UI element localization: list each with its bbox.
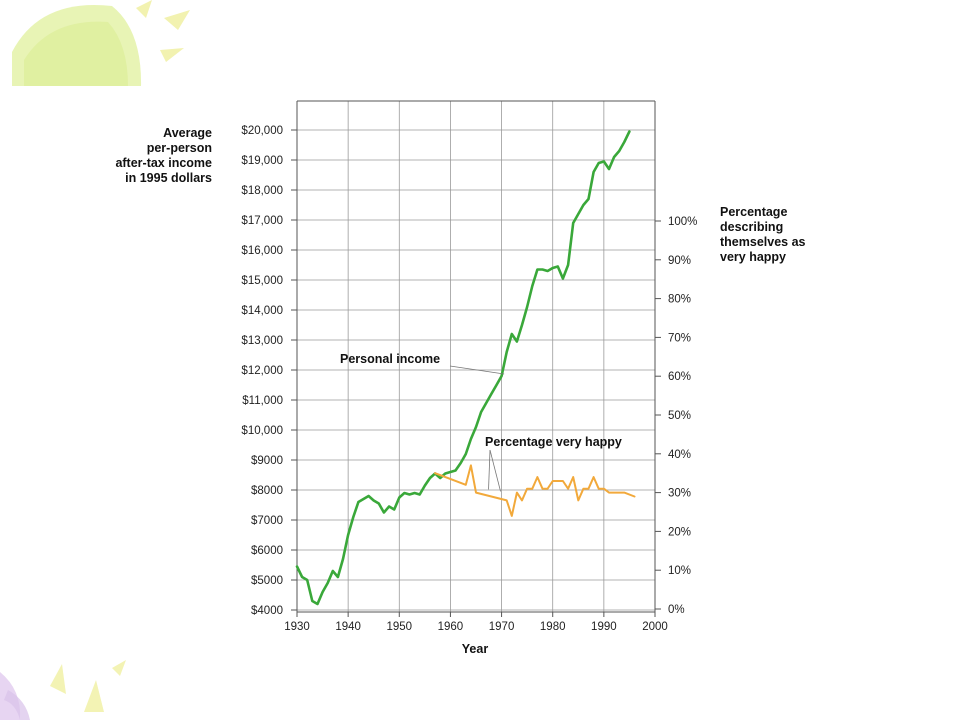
sun-decoration-top-left <box>12 0 190 86</box>
left-axis-title: Average per-person after-tax income in 1… <box>96 126 212 186</box>
left-tick-label: $6000 <box>251 545 283 557</box>
series <box>295 130 636 606</box>
right-tick-label: 0% <box>668 604 685 616</box>
right-axis-title-line: themselves as <box>720 235 806 249</box>
left-axis-title-line: per-person <box>146 141 212 155</box>
right-tick-label: 30% <box>668 488 691 500</box>
right-axis-title-line: very happy <box>720 250 787 264</box>
right-tick-label: 80% <box>668 294 691 306</box>
left-tick-label: $15,000 <box>241 275 283 287</box>
x-tick-label: 1960 <box>438 621 464 633</box>
right-axis-title-line: Percentage <box>720 205 788 219</box>
right-axis-title: Percentage describing themselves as very… <box>720 205 830 265</box>
right-tick-label: 70% <box>668 332 691 344</box>
left-tick-label: $17,000 <box>241 215 283 227</box>
left-tick-label: $16,000 <box>241 245 283 257</box>
annotations: Personal income Percentage very happy <box>340 352 622 492</box>
right-tick-label: 50% <box>668 410 691 422</box>
right-tick-label: 90% <box>668 255 691 267</box>
left-tick-label: $12,000 <box>241 365 283 377</box>
x-tick-label: 1940 <box>335 621 361 633</box>
left-tick-label: $10,000 <box>241 425 283 437</box>
happy-leader-line <box>488 449 491 490</box>
right-tick-label: 60% <box>668 371 691 383</box>
left-axis-title-line: after-tax income <box>115 156 212 170</box>
left-tick-label: $20,000 <box>241 125 283 137</box>
income-series-line <box>295 130 631 606</box>
left-tick-label: $11,000 <box>242 395 283 407</box>
x-tick-label: 2000 <box>642 621 668 633</box>
right-axis-title-line: describing <box>720 220 784 234</box>
happy-series-line <box>434 464 636 517</box>
left-tick-label: $19,000 <box>241 155 283 167</box>
x-tick-label: 1970 <box>489 621 515 633</box>
left-tick-label: $5000 <box>251 575 283 587</box>
left-tick-label: $18,000 <box>241 185 283 197</box>
happy-leader-line <box>489 449 501 492</box>
x-tick-label: 1990 <box>591 621 617 633</box>
left-tick-label: $14,000 <box>241 305 283 317</box>
x-tick-label: 1980 <box>540 621 566 633</box>
right-tick-label: 40% <box>668 449 691 461</box>
left-tick-label: $7000 <box>251 515 283 527</box>
left-tick-label: $4000 <box>251 605 283 617</box>
left-axis-title-line: in 1995 dollars <box>125 171 212 185</box>
income-leader-line <box>449 365 505 375</box>
tick-labels: $4000 $5000 $6000 $7000 $8000 $9000 $10,000 $11… <box>241 125 697 633</box>
right-tick-label: 20% <box>668 526 691 538</box>
left-tick-label: $9000 <box>251 455 283 467</box>
x-axis-title: Year <box>462 642 489 656</box>
left-tick-label: $8000 <box>251 485 283 497</box>
income-series-label: Personal income <box>340 352 440 366</box>
happy-series-label: Percentage very happy <box>485 435 622 449</box>
x-tick-label: 1950 <box>386 621 412 633</box>
left-tick-label: $13,000 <box>241 335 283 347</box>
sun-decoration-bottom-left <box>0 660 126 720</box>
axes <box>291 100 661 617</box>
left-axis-title-line: Average <box>163 126 212 140</box>
right-tick-label: 100% <box>668 216 697 228</box>
x-tick-label: 1930 <box>284 621 310 633</box>
right-tick-label: 10% <box>668 565 691 577</box>
